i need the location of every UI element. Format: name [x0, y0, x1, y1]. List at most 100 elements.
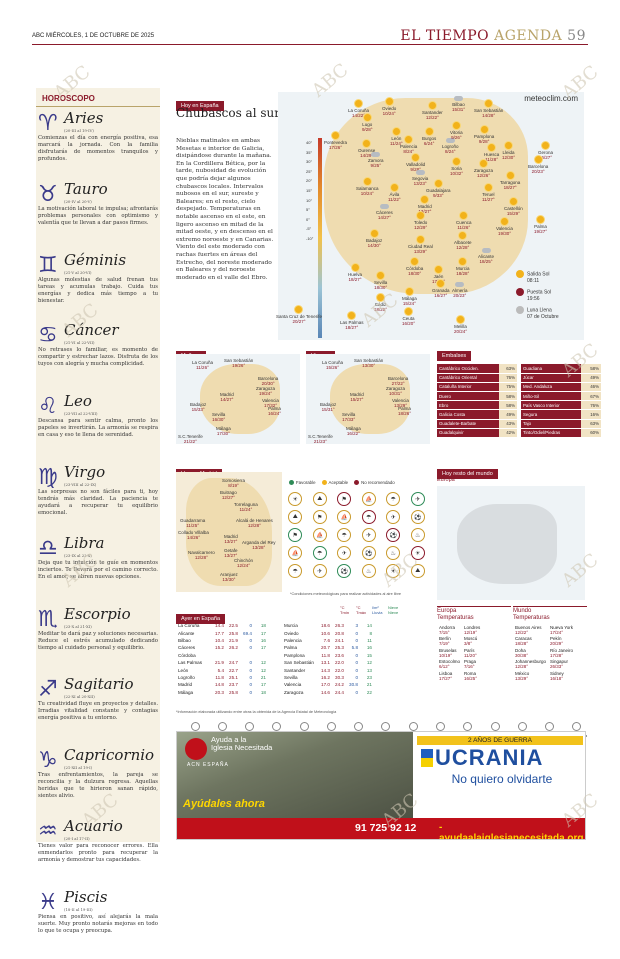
city-name: Jaén — [433, 274, 444, 279]
activity-legend: Favorable Aceptable No recomendado — [289, 480, 401, 486]
city-temp: 12/26° — [476, 173, 491, 178]
sun-icon — [390, 184, 398, 191]
ad-cta: Ayúdales ahora — [183, 798, 265, 810]
legend-icon — [516, 306, 524, 314]
yesterday-rain: 0 — [355, 630, 358, 636]
temp-value: 11/20° — [464, 652, 477, 658]
city-name: Huelva — [348, 272, 363, 277]
activity-row: ⛵ ☂ ✈ ⚽ ♨ ☀ — [283, 544, 430, 562]
temp-city: Roma — [464, 670, 477, 676]
city-name: Toledo — [414, 220, 428, 225]
scale-label: 40° — [306, 140, 313, 145]
reservoir-row: Galicia Costa 49% Segura 16% — [437, 409, 601, 420]
sign-date: (18-II al 19-III) — [64, 906, 93, 912]
city-temp: 18/27° — [345, 325, 359, 330]
yesterday-snow: 17 — [260, 682, 266, 688]
sign-text: Piensa en positivo, así alejarás la mala… — [38, 913, 158, 934]
legend-item: Salida Sol 08:11 — [516, 270, 559, 284]
scale-label: 30° — [306, 159, 313, 165]
legend-label: Puesta Sol — [527, 289, 552, 296]
temperature-bar — [318, 138, 322, 338]
sun-icon — [351, 264, 359, 271]
temp-row: Berlín 7/19° Moscú 3/8° — [437, 636, 482, 647]
city-name: Badajoz — [366, 238, 383, 243]
temp-value: 12/19° — [464, 630, 478, 635]
city-name: Cádiz — [374, 302, 387, 307]
city-label: Madrid 13/27° — [418, 196, 432, 214]
yesterday-max: 24.1 — [335, 637, 344, 643]
reservoir-value: 76% — [581, 400, 601, 411]
city-label: Soria 10/32° — [450, 158, 463, 176]
ukraine-flag-icon — [421, 749, 433, 767]
city-label: Vitoria 9/26° — [450, 122, 463, 140]
yesterday-city: Logroño — [178, 674, 195, 680]
weather-icon — [190, 722, 200, 731]
city-name: Sevilla — [342, 412, 356, 417]
activity-icon: ☂ — [288, 564, 303, 578]
city-temp: 18/25° — [479, 259, 493, 264]
reservoir-row: Duero 58% Miño-Sil 67% — [437, 391, 601, 402]
city-label: Buitrago 12/27° — [220, 490, 237, 500]
temp-cell: Andorra 7/15° — [437, 625, 462, 636]
reservoir-value: 16% — [581, 409, 601, 420]
yesterday-city: La Coruña — [178, 623, 200, 629]
advertisement[interactable]: Ayuda a la Iglesia Necesitada ACN ESPAÑA… — [176, 731, 586, 840]
city-name: Valencia — [496, 226, 513, 231]
temp-city: Bruselas — [439, 647, 457, 653]
temp-value: 16/25° — [464, 675, 478, 681]
reservoir-value: 63% — [499, 364, 521, 374]
city-label: Santa Cruz de Tenerife 20/27° — [276, 306, 322, 324]
sign-date: (23-X al 21-XI) — [64, 623, 92, 629]
yesterday-max — [226, 652, 240, 659]
city-temp: 16/24° — [268, 411, 282, 416]
city-label: Tarragona 18/27° — [500, 172, 520, 190]
reservoir-value: 43% — [499, 419, 521, 429]
temp-row: Johannesburgo 12/28° Singapur 26/33° — [513, 659, 575, 670]
madrid-land — [186, 478, 272, 586]
temp-city: Caracas — [515, 636, 532, 642]
page-header: ABC MIÉRCOLES, 1 DE OCTUBRE DE 2025 EL T… — [0, 0, 620, 46]
scale-label: 20° — [306, 178, 313, 184]
sign-date: (21-VI al 22-VII) — [64, 340, 95, 346]
city-label: Valladolid 9/28° — [406, 154, 425, 172]
yesterday-snow: 12 — [366, 660, 372, 666]
yesterday-snow: 22 — [366, 689, 372, 695]
cloud-icon — [481, 248, 491, 253]
reservoir-name: Júcar — [519, 373, 581, 383]
tomorrow-land — [200, 364, 280, 434]
city-label: Madrid 14/27° — [220, 392, 234, 402]
city-temp: 9/33° — [432, 193, 444, 198]
sign-géminis: ♊ Géminis (21-V al 20-VI) Algunas molestias… — [36, 251, 160, 322]
city-label: Salamanca 10/24° — [356, 178, 379, 196]
yesterday-snow: 14 — [366, 623, 372, 629]
sun-icon — [370, 230, 378, 237]
activity-note: *Condiciones meteorológicas para realiza… — [290, 592, 402, 596]
city-label: La Coruña 11/26° — [192, 360, 213, 370]
reservoir-name: Duero — [437, 391, 499, 402]
sun-icon — [480, 126, 488, 133]
reservoir-name: Cataluña Interior — [437, 382, 499, 393]
cloud-icon — [445, 138, 455, 143]
city-temp: 10/31° — [388, 391, 403, 396]
legend-value: 19:56 — [527, 296, 540, 302]
temp-city: Moscú — [464, 636, 478, 642]
city-label: Guadalajara 9/33° — [426, 180, 451, 198]
sign-name: Libra — [64, 533, 105, 552]
city-name: Palma — [534, 224, 547, 229]
legend-dot — [354, 480, 360, 486]
city-label: Teruel 11/27° — [482, 184, 495, 202]
ad-web[interactable]: - ayudaalaiglesianecesitada.org — [439, 822, 584, 840]
city-temp: 11/28° — [485, 157, 498, 162]
city-label: Somosierra 8/19° — [222, 478, 245, 488]
temp-cell: Singapur 26/33° — [548, 659, 575, 670]
yesterday-row: Madrid 14.8 23.7 0 17 — [176, 681, 268, 688]
sign-date: (20-I al 17-II) — [64, 835, 90, 841]
city-label: Lleida 12/30° — [502, 142, 515, 160]
reservoir-name: Tinto/Odiel/Piedras — [519, 428, 581, 439]
city-label: Madrid 15/27° — [350, 392, 364, 402]
world-tag: Hoy resto del mundo — [437, 460, 498, 479]
temp-cell: Johannesburgo 12/28° — [513, 659, 548, 670]
yesterday-snow — [254, 652, 268, 659]
city-name: La Coruña — [192, 360, 214, 365]
activity-icon: ☂ — [337, 528, 352, 542]
